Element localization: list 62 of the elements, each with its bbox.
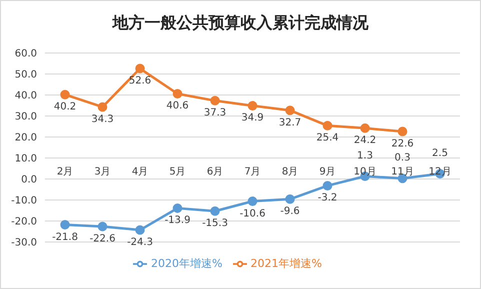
chart-title: 地方一般公共预算收入累计完成情况 <box>111 13 370 34</box>
point <box>60 220 70 230</box>
x-tick-label: 9月 <box>319 166 336 178</box>
data-label: 0.3 <box>394 152 410 164</box>
data-label: -24.3 <box>127 237 153 248</box>
data-label: 22.6 <box>391 138 414 150</box>
x-tick-label: 7月 <box>244 166 261 178</box>
point <box>172 203 182 213</box>
y-tick-label: 30.0 <box>14 112 37 123</box>
point <box>285 106 295 116</box>
point <box>98 102 108 112</box>
point <box>172 88 182 98</box>
data-label: 34.3 <box>91 114 114 125</box>
x-tick-label: 8月 <box>282 166 298 178</box>
point <box>322 180 332 190</box>
y-tick-label: -10.0 <box>11 196 37 207</box>
data-label: 2.5 <box>432 148 448 159</box>
y-tick-label: 20.0 <box>14 132 37 144</box>
x-tick-label: 5月 <box>169 166 186 178</box>
legend-label: 2021年增速% <box>250 257 322 270</box>
x-tick-label: 10月 <box>354 166 376 178</box>
y-tick-label: -30.0 <box>11 238 37 249</box>
legend-label: 2020年增速% <box>151 257 222 270</box>
point <box>135 64 145 74</box>
data-label: -3.2 <box>318 192 338 204</box>
x-tick-label: 2月 <box>56 166 74 178</box>
point <box>98 222 108 232</box>
data-label: -10.6 <box>240 208 266 220</box>
point <box>398 126 408 136</box>
point <box>322 120 332 130</box>
data-label: 40.2 <box>54 102 76 113</box>
y-tick-label: 10.0 <box>14 154 37 165</box>
data-label: 24.2 <box>354 135 376 146</box>
data-label: -21.8 <box>52 232 78 243</box>
point <box>135 225 145 235</box>
x-tick-label: 3月 <box>94 166 111 178</box>
data-label: 40.6 <box>166 100 189 112</box>
data-label: -9.6 <box>280 206 300 218</box>
point <box>210 96 220 106</box>
data-label: 37.3 <box>204 108 226 119</box>
data-label: 34.9 <box>241 112 264 124</box>
y-tick-label: 50.0 <box>14 70 37 81</box>
point <box>210 206 220 216</box>
y-tick-label: 60.0 <box>14 48 37 60</box>
data-label: 25.4 <box>316 132 339 144</box>
x-tick-label: 4月 <box>132 166 148 178</box>
y-tick-label: 0.0 <box>21 174 37 186</box>
data-label: -13.9 <box>164 215 190 226</box>
data-label: -22.6 <box>90 233 116 244</box>
point <box>60 90 70 100</box>
point <box>285 194 295 204</box>
data-label: 52.6 <box>128 76 152 87</box>
data-label: -15.3 <box>202 218 228 230</box>
point <box>360 123 370 133</box>
x-tick-label: 6月 <box>206 166 224 178</box>
data-label: 1.3 <box>357 150 373 162</box>
x-tick-label: 11月 <box>391 166 414 178</box>
y-tick-label: 40.0 <box>14 90 37 102</box>
y-tick-label: -20.0 <box>11 216 37 228</box>
point <box>248 196 258 206</box>
point <box>248 100 258 110</box>
data-label: 32.7 <box>278 117 302 128</box>
